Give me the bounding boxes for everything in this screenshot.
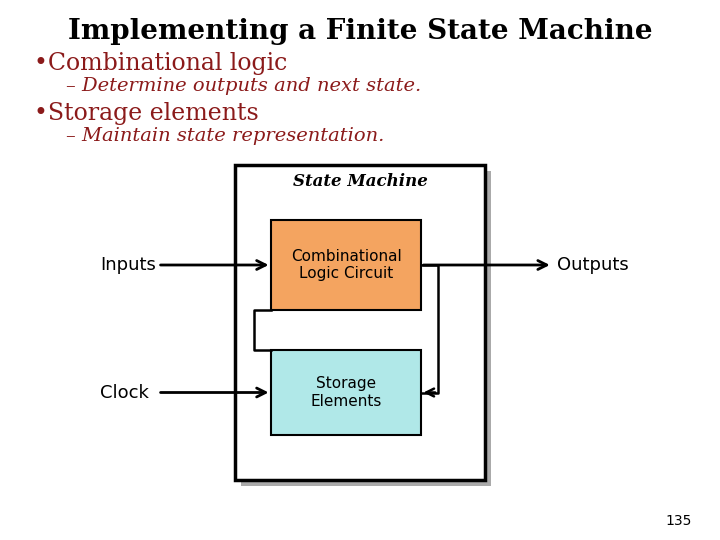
- Text: – Maintain state representation.: – Maintain state representation.: [66, 127, 384, 145]
- FancyBboxPatch shape: [235, 165, 485, 480]
- Text: Combinational
Logic Circuit: Combinational Logic Circuit: [291, 249, 402, 281]
- Text: Implementing a Finite State Machine: Implementing a Finite State Machine: [68, 18, 652, 45]
- FancyBboxPatch shape: [240, 171, 491, 486]
- Text: – Determine outputs and next state.: – Determine outputs and next state.: [66, 77, 421, 95]
- FancyBboxPatch shape: [271, 350, 420, 435]
- Text: Clock: Clock: [100, 383, 149, 402]
- Text: 135: 135: [666, 514, 692, 528]
- Text: Outputs: Outputs: [557, 256, 629, 274]
- Text: •Storage elements: •Storage elements: [35, 102, 259, 125]
- Text: •Combinational logic: •Combinational logic: [35, 52, 288, 75]
- Text: Inputs: Inputs: [100, 256, 156, 274]
- Text: State Machine: State Machine: [292, 173, 428, 190]
- FancyBboxPatch shape: [271, 220, 420, 310]
- Text: Storage
Elements: Storage Elements: [310, 376, 382, 409]
